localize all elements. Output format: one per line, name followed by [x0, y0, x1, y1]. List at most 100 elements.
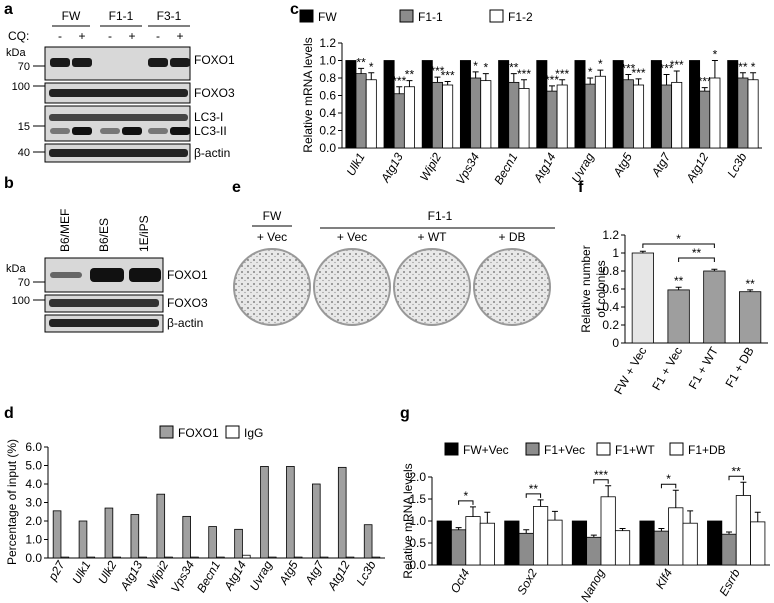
bar: [667, 289, 690, 344]
significance: ***: [392, 74, 406, 88]
bar: [431, 81, 443, 149]
band-label: β-actin: [194, 146, 230, 160]
significance: ***: [660, 62, 674, 76]
y-tick-label: 3.0: [25, 496, 42, 510]
legend-label: F1+DB: [688, 443, 726, 457]
y-axis-label: Percentage of input (%): [5, 439, 19, 565]
y-tick-label: 1.2: [602, 228, 619, 242]
marker: 100: [12, 295, 30, 307]
bar: [518, 88, 530, 149]
x-tick-label: Atg5: [276, 558, 301, 588]
bar: [371, 556, 381, 559]
x-tick-label: Atg14: [530, 150, 558, 185]
legend-swatch: [525, 442, 540, 456]
bar: [574, 60, 586, 149]
panel-e: e FW F1-1 + Vec + Vec + WT + DB: [232, 179, 555, 326]
bar: [547, 519, 563, 566]
panel-a: a FW F1-1 F3-1 CQ: - + - + - + kDa 70 10…: [4, 1, 235, 163]
error-bar: [549, 85, 555, 92]
significance: ***: [632, 66, 646, 80]
error-bar: [739, 72, 746, 78]
error-bar: [434, 76, 441, 83]
x-tick-label: F1 + DB: [722, 345, 756, 390]
bar: [436, 520, 452, 566]
bar: [639, 520, 655, 566]
marker: 40: [18, 147, 30, 159]
bar: [479, 522, 495, 566]
bar: [465, 516, 481, 566]
significance: ***: [517, 67, 531, 81]
error-bar: [673, 70, 680, 83]
panel-label: f: [578, 179, 584, 196]
bracket: [525, 493, 542, 498]
bar: [571, 520, 588, 566]
condition: + Vec: [337, 230, 367, 244]
bar: [459, 60, 471, 149]
legend-swatch: [669, 442, 684, 456]
y-tick-label: 4.0: [25, 477, 42, 491]
band-label: LC3-II: [194, 124, 227, 138]
y-tick-label: 0.8: [319, 71, 336, 85]
y-tick-label: 0.0: [25, 551, 42, 565]
error-bar: [726, 531, 733, 535]
bar: [78, 520, 88, 559]
bar: [319, 556, 329, 559]
y-tick-label: 1.5: [409, 492, 426, 506]
bar: [216, 556, 225, 559]
y-tick-label: 0.4: [319, 106, 336, 120]
y-tick-label: 2.0: [409, 470, 426, 484]
band-label: FOXO1: [167, 268, 208, 282]
significance: *: [473, 59, 478, 73]
error-bar: [444, 81, 451, 85]
x-tick-label: Ulk2: [95, 558, 119, 586]
bar: [293, 556, 303, 559]
y-tick-label: 1: [612, 246, 619, 260]
error-bar: [472, 71, 479, 78]
error-bar: [687, 510, 694, 524]
error-bar: [358, 67, 365, 74]
treatment: -: [156, 29, 160, 43]
legend-label: F1+WT: [615, 443, 655, 457]
error-bar: [672, 489, 679, 508]
bar: [707, 520, 723, 566]
y-axis-label: Relative number: [579, 245, 593, 332]
bracket: [678, 257, 715, 262]
bar: [600, 496, 616, 566]
y-axis-label: of colonies: [594, 260, 608, 317]
unit: kDa: [6, 47, 26, 59]
error-bar: [750, 72, 757, 80]
y-tick-label: 6.0: [25, 440, 42, 454]
treatment: -: [58, 29, 62, 43]
legend-label: F1-2: [508, 10, 533, 24]
significance: **: [738, 60, 748, 74]
x-tick-label: Lc3b: [353, 558, 378, 588]
x-tick-label: Ulk1: [69, 559, 93, 587]
bar: [682, 522, 698, 566]
bar: [735, 495, 751, 566]
error-bar: [597, 69, 604, 77]
significance: **: [509, 61, 519, 75]
error-bar: [754, 511, 761, 522]
bar: [345, 60, 357, 149]
significance: *: [666, 472, 671, 486]
y-tick-label: 0.2: [319, 124, 336, 138]
bar: [709, 77, 721, 149]
error-bar: [396, 86, 403, 94]
bar: [138, 556, 147, 559]
significance: *: [598, 57, 603, 71]
bar: [504, 520, 520, 566]
bar: [721, 533, 737, 566]
error-bar: [455, 527, 462, 530]
bar: [182, 515, 191, 559]
significance: ***: [555, 67, 569, 81]
group-label: F1-1: [109, 9, 134, 23]
y-tick-label: 1.0: [25, 533, 42, 547]
blot: [44, 257, 164, 333]
bar: [689, 60, 701, 149]
legend-swatch: [159, 425, 174, 439]
y-tick-label: 0.8: [602, 264, 619, 278]
error-bar: [551, 510, 558, 521]
x-tick-label: Becn1: [491, 151, 520, 187]
y-axis-label: Relative mRNA levels: [401, 463, 415, 578]
error-bar: [537, 499, 544, 507]
